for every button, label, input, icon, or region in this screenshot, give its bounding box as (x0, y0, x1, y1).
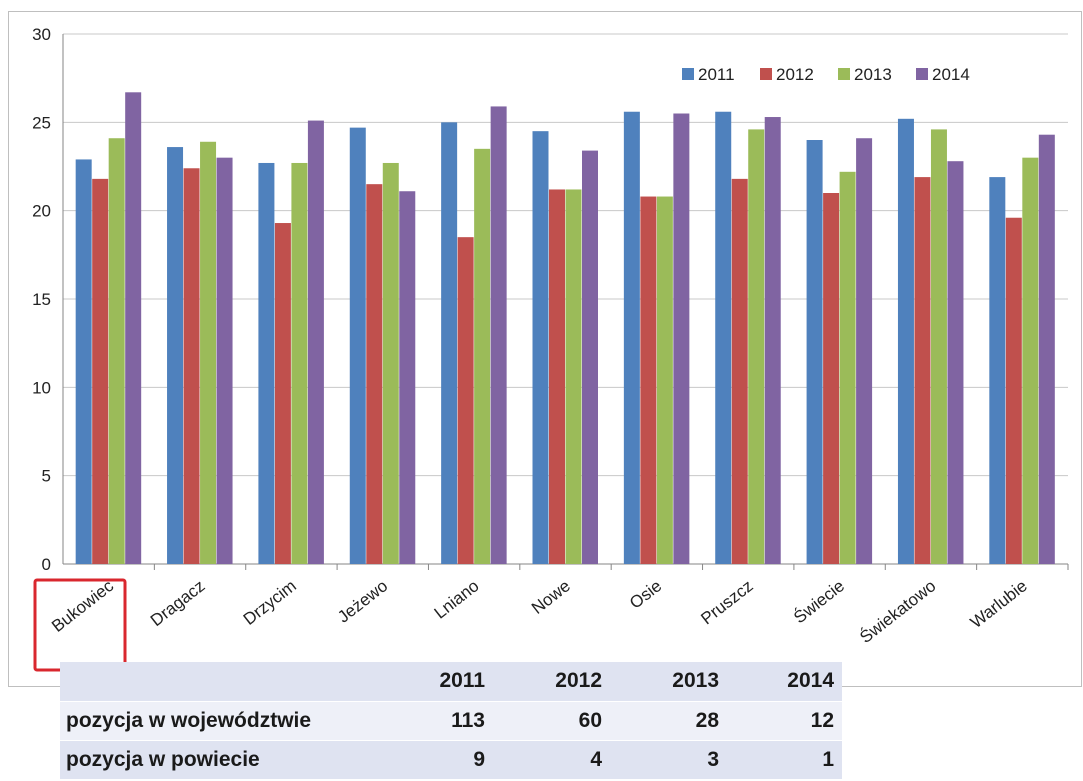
bar-2012-osie (640, 196, 657, 565)
table-cell: 1 (727, 740, 842, 780)
y-tick-label: 30 (32, 25, 51, 44)
bar-2012-bukowiec (92, 178, 109, 564)
table-cell: 28 (610, 701, 727, 741)
table-row: pozycja w powiecie 9 4 3 1 (60, 740, 842, 780)
table-cell: 4 (493, 740, 610, 780)
legend-label: 2012 (776, 65, 814, 84)
bar-2012-świekatowo (914, 177, 931, 564)
x-tick-label: Świekatowo (856, 576, 939, 647)
x-tick-label: Pruszcz (697, 576, 756, 628)
x-tick-label: Osie (626, 576, 665, 613)
bar-2012-świecie (823, 193, 840, 564)
bar-2013-jeżewo (382, 162, 399, 564)
table-cell: 113 (376, 701, 493, 741)
x-tick-label: Drzycim (240, 576, 300, 629)
table-header-cell: 2012 (493, 662, 610, 702)
bar-2012-nowe (549, 189, 565, 564)
x-tick-label: Nowe (528, 576, 574, 618)
bar-2014-bukowiec (125, 92, 142, 565)
bar-2011-osie (623, 111, 640, 564)
table-cell: 3 (610, 740, 727, 780)
bar-2013-dragacz (200, 141, 217, 564)
bar-2014-jeżewo (399, 191, 416, 564)
bar-2011-drzycim (258, 162, 275, 564)
table-header-cell: 2013 (610, 662, 727, 702)
bar-2013-lniano (474, 148, 491, 565)
bar-2012-warlubie (1005, 217, 1022, 564)
table-cell: 12 (727, 701, 842, 741)
bar-2014-dragacz (216, 157, 233, 564)
bar-2012-lniano (457, 237, 474, 564)
bar-2013-nowe (565, 189, 582, 564)
bar-2011-pruszcz (715, 111, 732, 564)
legend-label: 2013 (854, 65, 892, 84)
table-cell: 9 (376, 740, 493, 780)
table-header-cell (60, 662, 376, 702)
y-tick-label: 15 (32, 290, 51, 309)
bar-2013-pruszcz (748, 129, 765, 564)
bar-2014-świecie (856, 138, 873, 564)
legend-swatch-2013 (838, 68, 850, 80)
bar-2011-dragacz (167, 147, 184, 565)
x-tick-label: Jeżewo (334, 576, 391, 626)
y-tick-label: 20 (32, 202, 51, 221)
bar-2013-świekatowo (930, 129, 947, 564)
bar-2013-świecie (839, 171, 856, 565)
bar-2014-nowe (582, 150, 598, 564)
y-tick-label: 5 (42, 467, 51, 486)
bar-2012-drzycim (274, 223, 291, 565)
bar-2013-warlubie (1022, 157, 1039, 564)
row-label: pozycja w województwie (60, 701, 376, 741)
bar-2012-dragacz (183, 168, 200, 564)
table-header-row: 2011 2012 2013 2014 (60, 662, 842, 702)
table-row: pozycja w województwie 113 60 28 12 (60, 701, 842, 741)
bar-2013-bukowiec (108, 138, 125, 564)
x-tick-label: Lniano (431, 576, 483, 622)
bar-2013-osie (656, 196, 673, 565)
bar-2014-świekatowo (947, 161, 964, 564)
legend-swatch-2014 (916, 68, 928, 80)
y-tick-label: 0 (42, 555, 51, 574)
x-tick-label: Dragacz (147, 576, 209, 630)
bar-2011-świecie (806, 140, 823, 564)
bar-2014-osie (673, 113, 690, 564)
legend-label: 2014 (932, 65, 970, 84)
x-tick-label: Warlubie (967, 576, 1031, 632)
bar-2013-drzycim (291, 162, 308, 564)
x-tick-label: Bukowiec (48, 576, 117, 636)
legend-swatch-2011 (682, 68, 694, 80)
bar-2014-lniano (490, 106, 507, 564)
legend-label: 2011 (698, 65, 735, 84)
bar-2011-bukowiec (75, 159, 92, 564)
x-tick-label: Świecie (790, 576, 848, 627)
table-header-cell: 2011 (376, 662, 493, 702)
y-tick-label: 10 (32, 378, 51, 397)
ranking-table: 2011 2012 2013 2014 pozycja w województw… (60, 662, 842, 780)
table-cell: 60 (493, 701, 610, 741)
bar-2011-świekatowo (897, 118, 914, 565)
table-header-cell: 2014 (727, 662, 842, 702)
bar-2014-pruszcz (764, 117, 781, 565)
legend-swatch-2012 (760, 68, 772, 80)
bar-2012-pruszcz (731, 178, 748, 564)
bar-2011-lniano (441, 122, 458, 564)
bar-2014-warlubie (1038, 134, 1055, 564)
bar-2011-nowe (532, 131, 549, 564)
bar-2011-warlubie (989, 177, 1006, 564)
bar-2011-jeżewo (349, 127, 366, 564)
y-tick-label: 25 (32, 113, 51, 132)
bar-2014-drzycim (307, 120, 324, 565)
bar-2012-jeżewo (366, 184, 383, 564)
row-label: pozycja w powiecie (60, 740, 376, 780)
